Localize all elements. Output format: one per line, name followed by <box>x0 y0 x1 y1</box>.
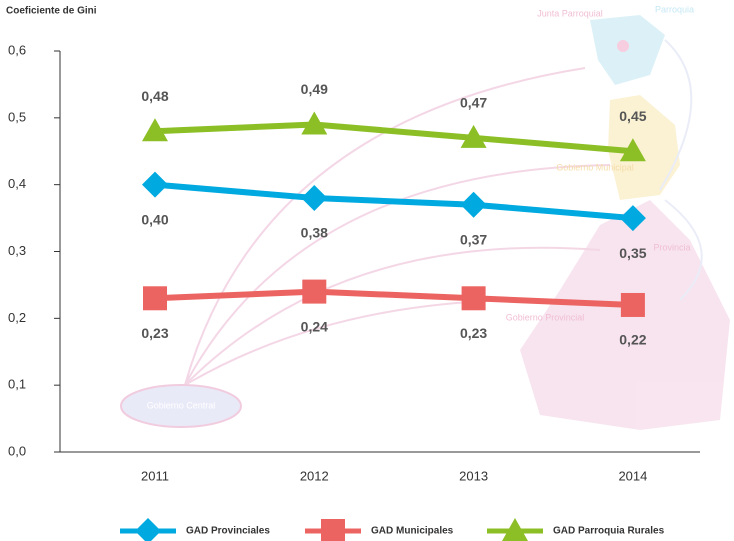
marker <box>142 118 168 142</box>
bg-label: Gobierno Central <box>147 400 216 410</box>
y-tick-label: 0,6 <box>8 42 26 57</box>
y-tick-label: 0,4 <box>8 176 26 191</box>
marker <box>143 286 167 311</box>
x-tick-label: 2012 <box>300 468 329 483</box>
y-axis-label: Coeficiente de Gini <box>6 6 97 17</box>
central-ellipse <box>120 384 242 428</box>
marker <box>321 519 345 541</box>
bg-label: Parroquia <box>655 4 694 14</box>
y-tick-label: 0,1 <box>8 377 26 392</box>
value-label: 0,38 <box>301 225 328 241</box>
y-tick-label: 0,2 <box>8 310 26 325</box>
legend-label: GAD Provinciales <box>186 526 270 537</box>
x-tick-label: 2014 <box>618 468 647 483</box>
marker <box>301 111 328 135</box>
value-label: 0,45 <box>619 108 646 124</box>
marker <box>460 191 487 218</box>
value-label: 0,48 <box>141 88 168 104</box>
map-municipal <box>608 95 680 200</box>
value-label: 0,37 <box>460 231 487 247</box>
value-label: 0,40 <box>141 211 168 227</box>
legend-label: GAD Parroquia Rurales <box>553 526 665 537</box>
x-tick-label: 2013 <box>459 468 488 483</box>
value-label: 0,23 <box>460 325 487 341</box>
y-tick-label: 0,0 <box>8 443 26 458</box>
legend-item: GAD Provinciales <box>120 518 270 541</box>
value-label: 0,49 <box>301 81 328 97</box>
marker <box>502 518 528 541</box>
series-line <box>154 288 634 308</box>
value-label: 0,24 <box>301 318 328 334</box>
series-line <box>154 181 634 222</box>
bg-label: Gobierno Provincial <box>506 312 585 322</box>
marker <box>620 292 645 317</box>
value-label: 0,47 <box>460 95 487 111</box>
legend-item: GAD Municipales <box>305 519 454 541</box>
legend-label: GAD Municipales <box>371 526 454 537</box>
marker <box>461 286 486 311</box>
y-tick-label: 0,3 <box>8 243 26 258</box>
bg-label: Junta Parroquial <box>537 8 603 18</box>
value-label: 0,23 <box>141 325 168 341</box>
marker <box>301 185 328 212</box>
value-label: 0,35 <box>619 245 646 261</box>
marker <box>302 279 327 304</box>
marker <box>135 518 161 541</box>
bg-label: Provincia <box>653 242 690 252</box>
marker <box>619 205 646 232</box>
map-dot <box>617 40 629 52</box>
marker <box>142 171 168 198</box>
map-parroquia <box>590 15 665 85</box>
arrows-right <box>659 39 703 301</box>
y-tick-label: 0,5 <box>8 109 26 124</box>
series-line <box>154 121 634 155</box>
arrows <box>184 67 611 386</box>
value-label: 0,22 <box>619 332 646 348</box>
x-tick-label: 2011 <box>141 468 169 483</box>
legend-item: GAD Parroquia Rurales <box>487 518 665 541</box>
marker <box>460 124 487 148</box>
bg-label: Gobierno Municipal <box>556 162 634 172</box>
marker <box>619 138 646 162</box>
